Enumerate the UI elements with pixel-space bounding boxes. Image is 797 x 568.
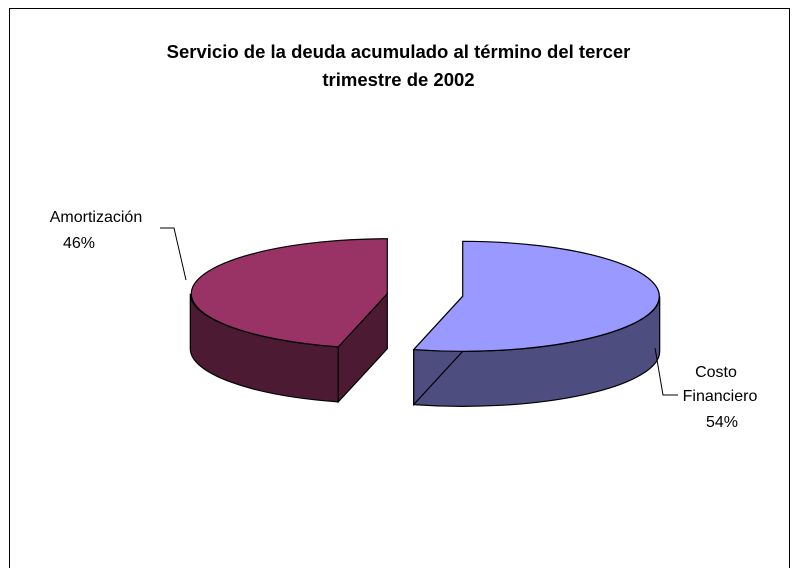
pie-slice-costo-financiero-top — [412, 240, 660, 352]
leader-line-amortizacion — [160, 227, 187, 281]
pie-slice-amortizacion-top — [190, 238, 388, 348]
chart-title-line-2: trimestre de 2002 — [322, 69, 475, 90]
slice-label-costo-percent: 54% — [706, 414, 738, 431]
slice-label-costo-line-2: Financiero — [683, 388, 758, 405]
chart-title: Servicio de la deuda acumulado al términ… — [0, 38, 797, 94]
chart-area-border — [9, 8, 790, 568]
slice-label-costo-line-1: Costo — [695, 364, 737, 381]
leader-line-costo-financiero — [654, 347, 678, 396]
pie-slice-amortizacion — [189, 238, 388, 404]
slice-label-amortizacion-line-1: Amortización — [50, 209, 142, 226]
chart-title-line-1: Servicio de la deuda acumulado al términ… — [166, 41, 631, 62]
slice-label-amortizacion-percent: 46% — [63, 235, 95, 252]
pie-slice-costo-financiero — [412, 240, 661, 407]
